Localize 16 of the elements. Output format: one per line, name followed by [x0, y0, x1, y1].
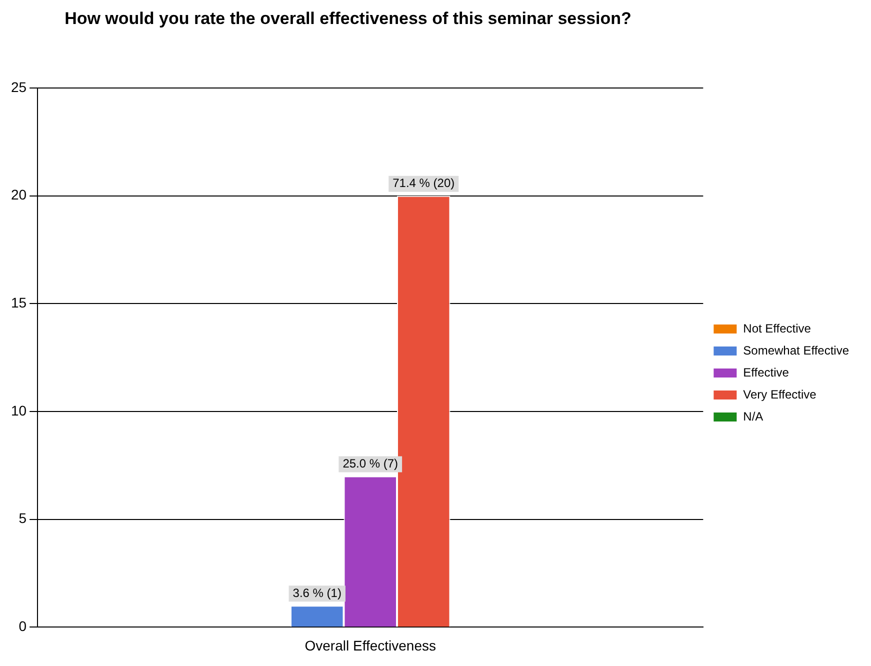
data-label: 71.4 % (20): [392, 176, 455, 190]
legend-label: N/A: [743, 409, 764, 424]
y-tick-label: 15: [10, 294, 27, 311]
data-label: 3.6 % (1): [292, 586, 342, 600]
data-label: 25.0 % (7): [342, 456, 398, 471]
y-tick-label: 0: [18, 618, 27, 634]
legend-label: Effective: [743, 365, 790, 380]
legend-label: Somewhat Effective: [743, 343, 850, 358]
y-tick-label: 25: [10, 78, 27, 95]
x-tick-label: Overall Effectiveness: [304, 637, 436, 654]
legend-label: Not Effective: [743, 321, 812, 336]
y-tick-label: 20: [10, 186, 27, 203]
y-tick-label: 10: [10, 402, 27, 418]
legend-label: Very Effective: [743, 387, 817, 402]
y-tick-label: 5: [18, 510, 27, 526]
chart-title: How would you rate the overall effectiveness of this seminar session?: [64, 8, 632, 30]
